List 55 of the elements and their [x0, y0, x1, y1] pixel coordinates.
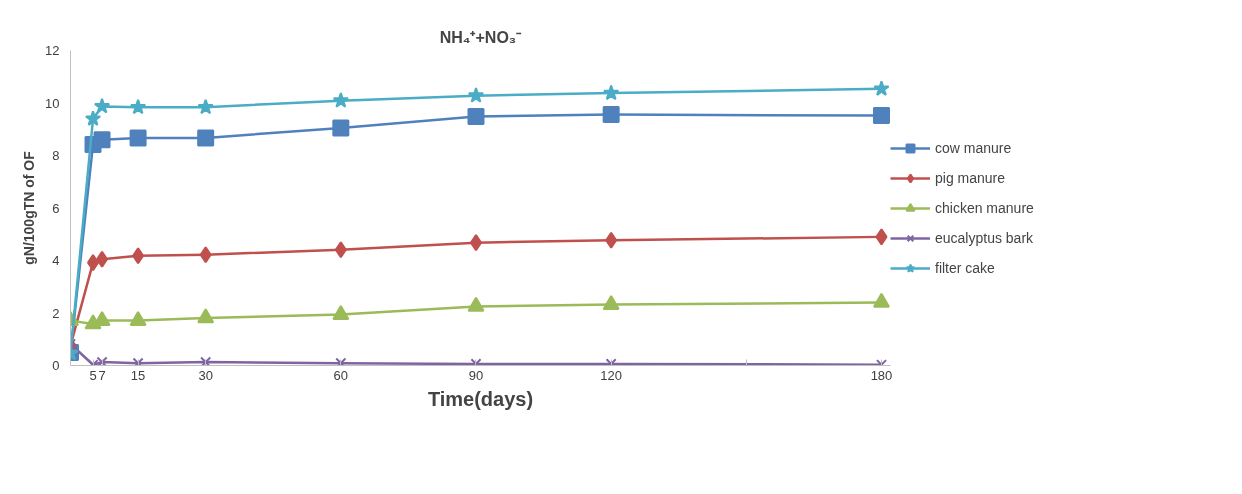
point: [129, 310, 147, 326]
point: [197, 129, 215, 147]
legend-label: filter cake: [935, 259, 995, 276]
point: [132, 247, 145, 265]
x-tick-label: 7: [98, 367, 106, 383]
point: [199, 246, 212, 264]
point: [602, 294, 620, 310]
legend-label: chicken manure: [935, 199, 1034, 216]
point: [84, 110, 102, 126]
point: [129, 98, 147, 115]
point: [96, 250, 109, 268]
point: [332, 304, 350, 320]
point: [132, 357, 144, 366]
point: [87, 254, 100, 272]
y-tick-label: 10: [45, 95, 60, 111]
y-axis-title: gN/100gTN of OF: [21, 150, 38, 265]
point: [335, 357, 347, 366]
legend-label: eucalyptus bark: [935, 229, 1034, 246]
x-tick-label: 30: [198, 367, 213, 383]
chart-title: NH₄⁺+NO₃⁻: [439, 28, 523, 46]
point: [872, 107, 890, 125]
x-tick-label: 90: [468, 367, 484, 383]
x-axis-title: Time(days): [427, 387, 534, 410]
point: [605, 231, 618, 249]
y-tick-label: 2: [52, 305, 60, 321]
point: [334, 241, 347, 259]
legend-label: pig manure: [935, 169, 1006, 186]
point: [467, 107, 485, 125]
x-tick-label: 5: [89, 367, 97, 383]
y-tick-label: 8: [52, 148, 60, 163]
point: [197, 98, 214, 115]
point: [875, 228, 888, 246]
point: [603, 84, 620, 101]
y-tick-label: 12: [45, 43, 60, 58]
x-tick-label: 120: [600, 367, 623, 383]
point: [332, 92, 349, 108]
point: [467, 87, 485, 103]
point: [602, 106, 620, 124]
point: [467, 296, 485, 312]
point: [872, 292, 890, 308]
point: [469, 234, 482, 252]
y-tick-label: 4: [52, 253, 60, 268]
y-tick-label: 0: [52, 358, 60, 373]
x-tick-label: 180: [870, 367, 893, 383]
y-tick-label: 6: [52, 200, 60, 216]
point: [873, 80, 890, 96]
point: [332, 119, 350, 137]
legend-label: cow manure: [935, 139, 1012, 156]
x-tick-label: 60: [333, 367, 349, 383]
point: [129, 129, 147, 147]
point: [93, 97, 111, 114]
point: [197, 308, 215, 324]
point: [93, 131, 111, 149]
point: [200, 356, 212, 366]
x-tick-label: 15: [130, 367, 146, 383]
